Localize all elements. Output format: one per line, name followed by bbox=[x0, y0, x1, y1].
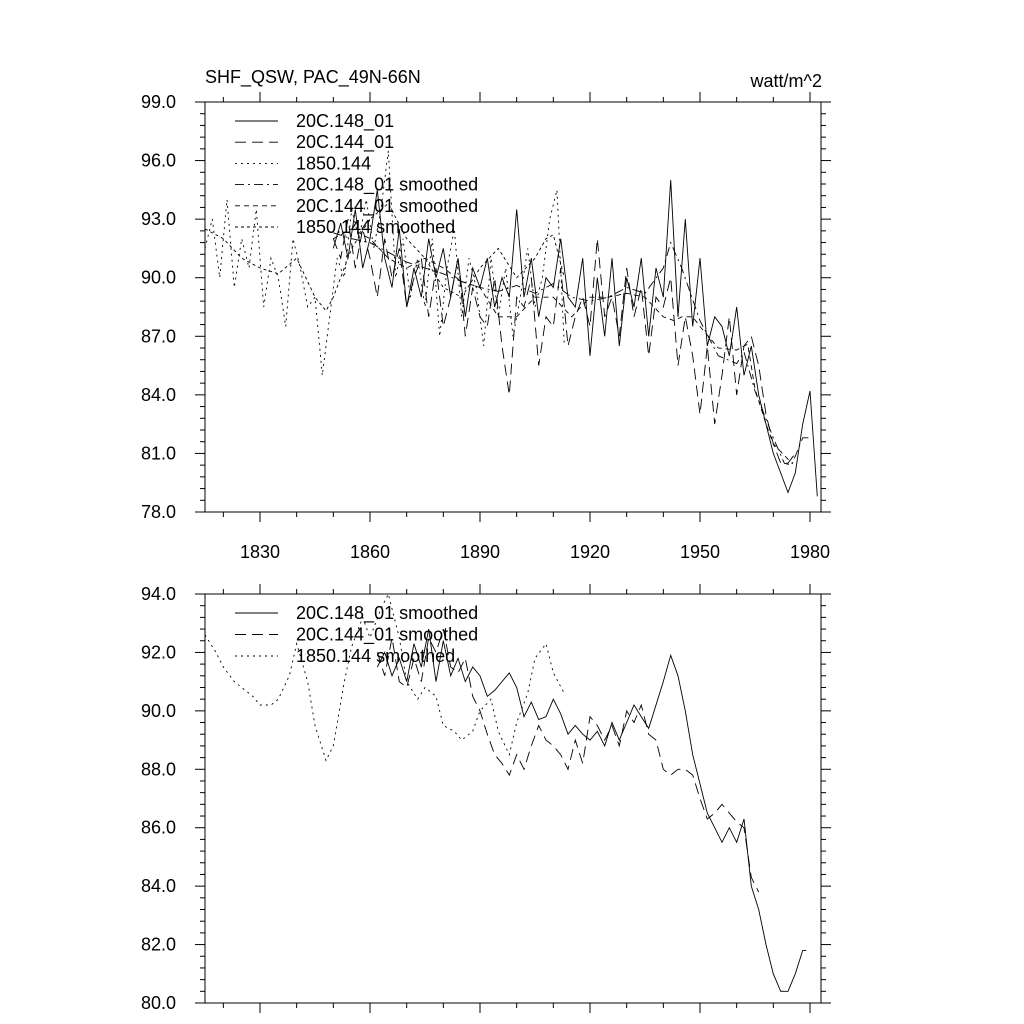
legend-label: 20C.148_01 smoothed bbox=[296, 175, 478, 196]
y-tick-label: 78.0 bbox=[141, 502, 176, 522]
legend-label: 1850.144 smoothed bbox=[296, 646, 455, 666]
y-tick-label: 94.0 bbox=[141, 584, 176, 604]
chart-title: SHF_QSW, PAC_49N-66N bbox=[205, 67, 421, 88]
x-tick-label: 1860 bbox=[350, 542, 390, 562]
y-tick-label: 90.0 bbox=[141, 268, 176, 288]
top-panel: 1830 1860 1890 1920 1950 1980 78.0 81.0 84.0 87.0… bbox=[141, 92, 831, 562]
y-tick-label: 96.0 bbox=[141, 151, 176, 171]
legend-label: 20C.148_01 smoothed bbox=[296, 603, 478, 624]
legend-label: 1850.144 bbox=[296, 153, 371, 173]
y-tick-label: 88.0 bbox=[141, 759, 176, 779]
series-line-20c-144-01-smoothed bbox=[333, 228, 793, 464]
units-label: watt/m^2 bbox=[750, 71, 822, 91]
series-line-20c-148-01-smoothed bbox=[333, 232, 810, 466]
y-tick-label: 93.0 bbox=[141, 209, 176, 229]
legend-label: 20C.148_01 bbox=[296, 111, 394, 132]
top-plot-frame bbox=[204, 101, 822, 513]
x-tick-label: 1830 bbox=[240, 542, 280, 562]
legend-label: 1850.144 smoothed bbox=[296, 217, 455, 237]
legend-label: 20C.144_01 smoothed bbox=[296, 196, 478, 217]
series-line-1850-144-smoothed bbox=[204, 592, 565, 762]
legend-label: 20C.144_01 bbox=[296, 132, 394, 153]
y-tick-label: 86.0 bbox=[141, 818, 176, 838]
y-tick-label: 99.0 bbox=[141, 92, 176, 112]
y-tick-label: 87.0 bbox=[141, 326, 176, 346]
x-tick-label: 1920 bbox=[570, 542, 610, 562]
x-tick-label: 1950 bbox=[680, 542, 720, 562]
series-line-20c-148-01-smoothed bbox=[376, 629, 807, 992]
legend-label: 20C.144_01 smoothed bbox=[296, 625, 478, 646]
x-tick-label: 1980 bbox=[790, 542, 830, 562]
y-tick-label: 90.0 bbox=[141, 701, 176, 721]
y-tick-label: 80.0 bbox=[141, 993, 176, 1013]
series-line-20c-144-01-smoothed bbox=[376, 628, 760, 893]
bottom-panel: 80.0 82.0 84.0 86.0 88.0 90.0 92.0 94.0 20C.148… bbox=[141, 584, 831, 1013]
y-tick-label: 92.0 bbox=[141, 642, 176, 662]
x-tick-label: 1890 bbox=[460, 542, 500, 562]
y-tick-label: 84.0 bbox=[141, 385, 176, 405]
series-line-20c-148-01 bbox=[332, 180, 818, 497]
bottom-plot-frame bbox=[204, 593, 822, 1004]
y-tick-label: 84.0 bbox=[141, 876, 176, 896]
y-tick-label: 82.0 bbox=[141, 935, 176, 955]
series-line-20c-144-01 bbox=[332, 219, 796, 464]
y-tick-label: 81.0 bbox=[141, 443, 176, 463]
